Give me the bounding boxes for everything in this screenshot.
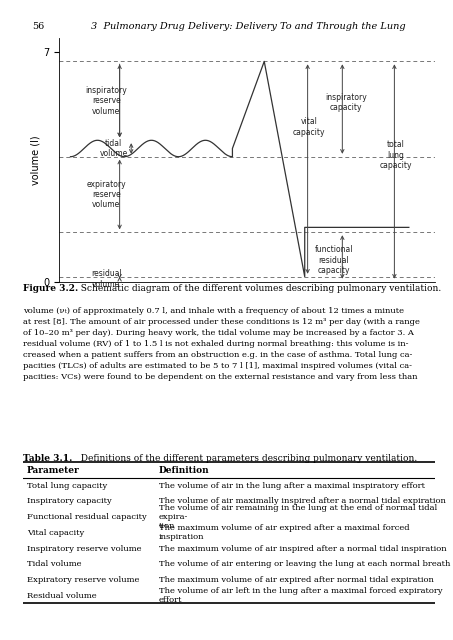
Text: Functional residual capacity: Functional residual capacity <box>27 513 146 521</box>
Text: Vital capacity: Vital capacity <box>27 529 84 537</box>
Text: Definition: Definition <box>159 466 209 475</box>
Text: residual
volume: residual volume <box>91 269 122 289</box>
Text: Inspiratory capacity: Inspiratory capacity <box>27 497 111 506</box>
Text: functional
residual
capacity: functional residual capacity <box>314 245 353 275</box>
Text: Inspiratory reserve volume: Inspiratory reserve volume <box>27 545 141 552</box>
Text: expiratory
reserve
volume: expiratory reserve volume <box>87 180 126 209</box>
Text: vital
capacity: vital capacity <box>293 117 325 137</box>
Text: Tidal volume: Tidal volume <box>27 560 81 568</box>
Y-axis label: volume (l): volume (l) <box>30 135 40 185</box>
Text: Schematic diagram of the different volumes describing pulmonary ventilation.: Schematic diagram of the different volum… <box>75 284 441 293</box>
Text: Total lung capacity: Total lung capacity <box>27 482 107 490</box>
Text: The volume of air left in the lung after a maximal forced expiratory effort: The volume of air left in the lung after… <box>159 587 442 604</box>
Text: Residual volume: Residual volume <box>27 591 96 600</box>
Text: The maximum volume of air inspired after a normal tidal inspiration: The maximum volume of air inspired after… <box>159 545 446 552</box>
Text: Parameter: Parameter <box>27 466 80 475</box>
Text: inspiratory
capacity: inspiratory capacity <box>325 93 366 112</box>
Text: The volume of air entering or leaving the lung at each normal breath: The volume of air entering or leaving th… <box>159 560 450 568</box>
Text: total
lung
capacity: total lung capacity <box>379 140 412 170</box>
Text: The volume of air maximally inspired after a normal tidal expiration: The volume of air maximally inspired aft… <box>159 497 446 506</box>
Text: Definitions of the different parameters describing pulmonary ventilation.: Definitions of the different parameters … <box>75 454 417 463</box>
Text: 56: 56 <box>32 22 44 31</box>
Text: tidal
volume: tidal volume <box>100 139 128 158</box>
Text: The maximum volume of air expired after a maximal forced inspiration: The maximum volume of air expired after … <box>159 524 410 541</box>
Text: 3  Pulmonary Drug Delivery: Delivery To and Through the Lung: 3 Pulmonary Drug Delivery: Delivery To a… <box>91 22 405 31</box>
Text: The maximum volume of air expired after normal tidal expiration: The maximum volume of air expired after … <box>159 576 434 584</box>
Text: The volume of air remaining in the lung at the end of normal tidal expira-
tion: The volume of air remaining in the lung … <box>159 504 437 531</box>
Text: inspiratory
reserve
volume: inspiratory reserve volume <box>86 86 127 116</box>
Text: Figure 3.2.: Figure 3.2. <box>23 284 78 293</box>
Text: volume (νₜ) of approximately 0.7 l, and inhale with a frequency of about 12 time: volume (νₜ) of approximately 0.7 l, and … <box>23 307 419 381</box>
Text: Expiratory reserve volume: Expiratory reserve volume <box>27 576 139 584</box>
Text: Table 3.1.: Table 3.1. <box>23 454 72 463</box>
Text: The volume of air in the lung after a maximal inspiratory effort: The volume of air in the lung after a ma… <box>159 482 424 490</box>
